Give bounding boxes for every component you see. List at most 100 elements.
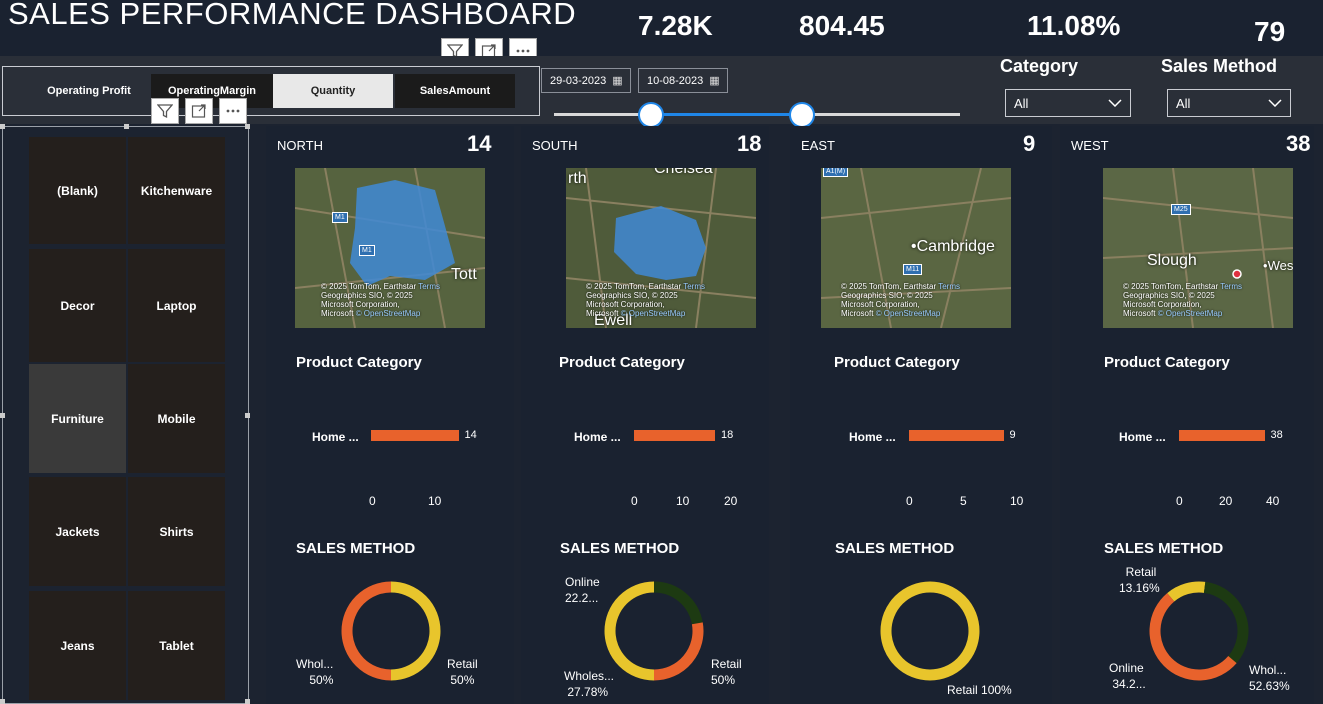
- donut-chart[interactable]: [1148, 580, 1250, 682]
- start-date-value: 29-03-2023: [550, 74, 607, 87]
- measure-tabs: Operating Profit OperatingMargin Quantit…: [2, 66, 540, 116]
- donut-label: Retail 50%: [711, 657, 742, 687]
- page-title: SALES PERFORMANCE DASHBOARD: [8, 0, 577, 31]
- bar-value: 18: [721, 429, 734, 441]
- bar-value: 9: [1009, 429, 1016, 441]
- slicer-filter-icon[interactable]: [151, 98, 179, 124]
- region-map[interactable]: Chelsea rth Ewell © 2025 TomTom, Earthst…: [566, 168, 756, 328]
- donut-slice[interactable]: [1203, 581, 1249, 664]
- donut-chart[interactable]: [603, 580, 705, 682]
- map-city-label: •Wes: [1263, 258, 1293, 273]
- bar-category-label: Home ...: [1119, 430, 1166, 444]
- category-option-tablet[interactable]: Tablet: [128, 591, 225, 700]
- category-option-shirts[interactable]: Shirts: [128, 477, 225, 586]
- bar-value: 38: [1270, 429, 1283, 441]
- map-city-label: Chelsea: [654, 168, 713, 177]
- donut-label: Wholes... 27.78%: [564, 669, 615, 699]
- axis-tick: 20: [724, 494, 738, 508]
- bar-category-label: Home ...: [312, 430, 359, 444]
- slicer-more-icon[interactable]: [219, 98, 247, 124]
- calendar-icon[interactable]: ▦: [709, 75, 720, 87]
- road-label: M1: [332, 212, 348, 223]
- region-map[interactable]: M1 M1 Tott © 2025 TomTom, Earthstar Term…: [295, 168, 485, 328]
- region-name: WEST: [1071, 138, 1109, 153]
- donut-slice[interactable]: [390, 581, 441, 681]
- chevron-down-icon: [1108, 99, 1122, 107]
- donut-label: Whol... 52.63%: [1249, 663, 1290, 693]
- category-option-jeans[interactable]: Jeans: [29, 591, 126, 700]
- category-option-mobile[interactable]: Mobile: [128, 364, 225, 473]
- donut-label: Online 34.2...: [1109, 661, 1146, 691]
- axis-tick: 0: [906, 494, 913, 508]
- end-date-input[interactable]: 10-08-2023 ▦: [638, 68, 728, 93]
- map-city-label: Ewell: [594, 312, 633, 328]
- product-category-title: Product Category: [834, 354, 960, 371]
- map-city-label: Slough: [1147, 252, 1197, 269]
- bar[interactable]: [371, 430, 459, 441]
- region-name: EAST: [801, 138, 835, 153]
- bar[interactable]: [1179, 430, 1265, 441]
- donut-slice[interactable]: [653, 581, 703, 625]
- sales-method-title: SALES METHOD: [835, 540, 955, 557]
- axis-tick: 0: [1176, 494, 1183, 508]
- category-option-laptop[interactable]: Laptop: [128, 249, 225, 362]
- donut-slice[interactable]: [653, 622, 704, 681]
- region-count: 18: [737, 131, 762, 156]
- tab-sales-amount[interactable]: SalesAmount: [395, 74, 515, 108]
- donut-label: Retail 100%: [947, 683, 1012, 697]
- date-slider-end-handle[interactable]: [788, 102, 815, 128]
- region-map[interactable]: A1(M) M11 •Cambridge © 2025 TomTom, Eart…: [821, 168, 1011, 328]
- axis-tick: 10: [676, 494, 690, 508]
- region-map[interactable]: M25 Slough •Wes © 2025 TomTom, Earthstar…: [1103, 168, 1293, 328]
- date-slider-start-handle[interactable]: [638, 102, 665, 128]
- category-option-blank[interactable]: (Blank): [29, 137, 126, 244]
- bar-category-label: Home ...: [849, 430, 896, 444]
- road-label: M11: [903, 264, 923, 275]
- map-city-label: Tott: [451, 266, 477, 283]
- product-category-title: Product Category: [1104, 354, 1230, 371]
- donut-slice[interactable]: [880, 581, 980, 681]
- chevron-down-icon: [1268, 99, 1282, 107]
- donut-slice[interactable]: [1167, 581, 1206, 602]
- region-count: 9: [1023, 131, 1036, 156]
- donut-chart[interactable]: [879, 580, 981, 682]
- tab-quantity[interactable]: Quantity: [273, 74, 393, 108]
- road-label: M25: [1171, 204, 1191, 215]
- category-slicer: (Blank) Kitchenware Decor Laptop Furnitu…: [0, 124, 250, 704]
- sales-method-dropdown-value: All: [1176, 95, 1191, 111]
- sales-method-title: SALES METHOD: [560, 540, 680, 557]
- category-option-decor[interactable]: Decor: [29, 249, 126, 362]
- map-city-label: rth: [568, 170, 587, 187]
- donut-slice[interactable]: [341, 581, 392, 681]
- start-date-input[interactable]: 29-03-2023 ▦: [541, 68, 631, 93]
- calendar-icon[interactable]: ▦: [612, 75, 623, 87]
- road-label: A1(M): [823, 168, 849, 177]
- donut-chart[interactable]: [340, 580, 442, 682]
- bar[interactable]: [909, 430, 1004, 441]
- sales-method-dropdown[interactable]: All: [1167, 89, 1291, 117]
- category-option-furniture[interactable]: Furniture: [29, 364, 126, 473]
- kpi-card-1: 7.28K: [638, 10, 713, 41]
- map-attribution: © 2025 TomTom, Earthstar Terms Geographic…: [321, 282, 440, 318]
- region-count: 14: [467, 131, 492, 156]
- slicer-focus-icon[interactable]: [185, 98, 213, 124]
- axis-tick: 20: [1219, 494, 1233, 508]
- bar[interactable]: [634, 430, 715, 441]
- region-name: SOUTH: [532, 138, 578, 153]
- region-panel-south: SOUTH 18 Chelsea rth Ewell © 2025 TomTom…: [521, 126, 769, 704]
- region-name: NORTH: [277, 138, 323, 153]
- category-option-jackets[interactable]: Jackets: [29, 477, 126, 586]
- category-filter-label: Category: [1000, 56, 1079, 76]
- product-category-title: Product Category: [296, 354, 422, 371]
- region-panel-west: WEST 38 M25 Slough •Wes © 2025 TomTom, E…: [1060, 126, 1314, 704]
- region-panel-north: NORTH 14 M1 M1 Tott © 2025 TomTom, Earth…: [266, 126, 514, 704]
- category-dropdown[interactable]: All: [1005, 89, 1131, 117]
- donut-label: Whol... 50%: [296, 657, 334, 687]
- axis-tick: 5: [960, 494, 967, 508]
- map-attribution: © 2025 TomTom, Earthstar Terms Geographic…: [586, 282, 705, 318]
- category-option-kitchenware[interactable]: Kitchenware: [128, 137, 225, 244]
- tab-operating-profit[interactable]: Operating Profit: [47, 85, 131, 97]
- donut-slice[interactable]: [1149, 593, 1237, 681]
- donut-slice[interactable]: [604, 581, 655, 681]
- axis-tick: 40: [1266, 494, 1280, 508]
